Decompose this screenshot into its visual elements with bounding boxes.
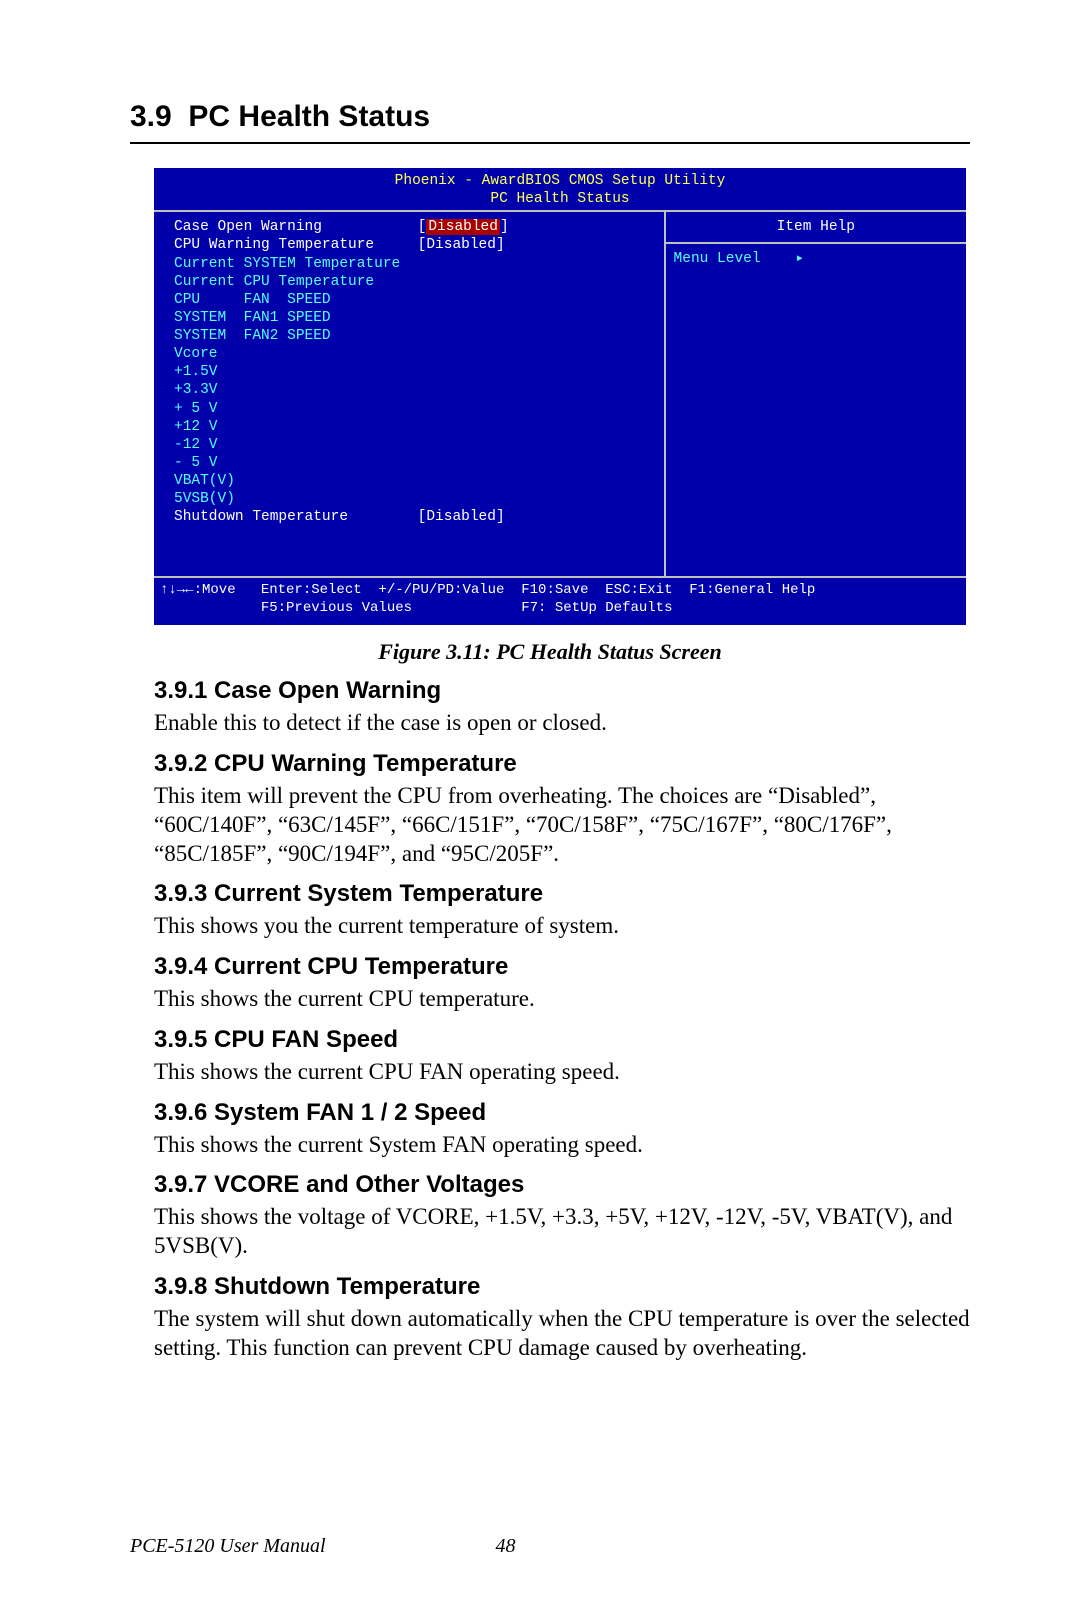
bios-footer: ↑↓→←:Move Enter:Select +/-/PU/PD:Value F… <box>154 578 966 625</box>
subsection-heading: 3.9.7 VCORE and Other Voltages <box>154 1171 970 1199</box>
section-title-text: PC Health Status <box>188 100 430 133</box>
bios-row: Current CPU Temperature <box>174 273 656 291</box>
page-footer: PCE-5120 User Manual 48 <box>130 1535 970 1558</box>
bios-right-pane: Item Help Menu Level ▸ <box>666 212 966 576</box>
bios-row: CPU Warning Temperature [Disabled] <box>174 236 656 254</box>
bios-menu-level-label: Menu Level <box>674 251 761 267</box>
bios-selected-value: Disabled <box>426 219 500 235</box>
section-heading: 3.9 PC Health Status <box>130 100 970 134</box>
bios-row: -12 V <box>174 436 656 454</box>
bios-row: SYSTEM FAN1 SPEED <box>174 309 656 327</box>
bios-row: Vcore <box>174 345 656 363</box>
subsection-heading: 3.9.1 Case Open Warning <box>154 677 970 705</box>
figure-caption: Figure 3.11: PC Health Status Screen <box>130 639 970 665</box>
footer-page: 48 <box>496 1535 516 1558</box>
section-rule <box>130 142 970 144</box>
subsection-body: This item will prevent the CPU from over… <box>154 782 970 868</box>
subsection-body: This shows the current CPU temperature. <box>154 985 970 1014</box>
bios-panel: Phoenix - AwardBIOS CMOS Setup Utility P… <box>154 168 966 625</box>
bios-row: +3.3V <box>174 381 656 399</box>
bios-help-title: Item Help <box>674 218 958 242</box>
subsection-heading: 3.9.5 CPU FAN Speed <box>154 1026 970 1054</box>
bios-row: Case Open Warning [Disabled] <box>174 218 656 236</box>
subsection-heading: 3.9.3 Current System Temperature <box>154 880 970 908</box>
subsection-body: This shows the voltage of VCORE, +1.5V, … <box>154 1203 970 1261</box>
subsection-body: This shows you the current temperature o… <box>154 912 970 941</box>
bios-row: - 5 V <box>174 454 656 472</box>
bios-row: + 5 V <box>174 400 656 418</box>
bios-footer-line2: F5:Previous Values F7: SetUp Defaults <box>160 600 672 616</box>
bios-row: +12 V <box>174 418 656 436</box>
subsection-heading: 3.9.4 Current CPU Temperature <box>154 953 970 981</box>
bios-left-pane: Case Open Warning [Disabled]CPU Warning … <box>154 212 666 576</box>
subsection-heading: 3.9.6 System FAN 1 / 2 Speed <box>154 1099 970 1127</box>
bios-row: SYSTEM FAN2 SPEED <box>174 327 656 345</box>
triangle-right-icon: ▸ <box>795 251 804 267</box>
bios-row: 5VSB(V) <box>174 490 656 508</box>
subsection-body: This shows the current CPU FAN operating… <box>154 1058 970 1087</box>
bios-header-line1: Phoenix - AwardBIOS CMOS Setup Utility <box>154 172 966 190</box>
bios-body: Case Open Warning [Disabled]CPU Warning … <box>154 210 966 578</box>
subsection-body: This shows the current System FAN operat… <box>154 1131 970 1160</box>
bios-row: CPU FAN SPEED <box>174 291 656 309</box>
bios-menu-level: Menu Level ▸ <box>674 250 958 268</box>
section-number: 3.9 <box>130 100 172 133</box>
subsection-body: The system will shut down automatically … <box>154 1305 970 1363</box>
subsections: 3.9.1 Case Open Warning Enable this to de… <box>130 677 970 1362</box>
bios-row: +1.5V <box>174 363 656 381</box>
bios-header-line2: PC Health Status <box>154 190 966 208</box>
bios-row: Shutdown Temperature [Disabled] <box>174 508 656 526</box>
subsection-body: Enable this to detect if the case is ope… <box>154 709 970 738</box>
bios-header: Phoenix - AwardBIOS CMOS Setup Utility P… <box>154 168 966 210</box>
subsection-heading: 3.9.2 CPU Warning Temperature <box>154 750 970 778</box>
bios-screenshot: Phoenix - AwardBIOS CMOS Setup Utility P… <box>154 168 966 625</box>
bios-row: VBAT(V) <box>174 472 656 490</box>
page: 3.9 PC Health Status Phoenix - AwardBIOS… <box>0 0 1080 1618</box>
bios-row: Current SYSTEM Temperature <box>174 255 656 273</box>
bios-right-separator <box>666 242 966 244</box>
footer-manual: PCE-5120 User Manual <box>130 1535 326 1558</box>
bios-footer-line1: ↑↓→←:Move Enter:Select +/-/PU/PD:Value F… <box>160 582 815 598</box>
subsection-heading: 3.9.8 Shutdown Temperature <box>154 1273 970 1301</box>
